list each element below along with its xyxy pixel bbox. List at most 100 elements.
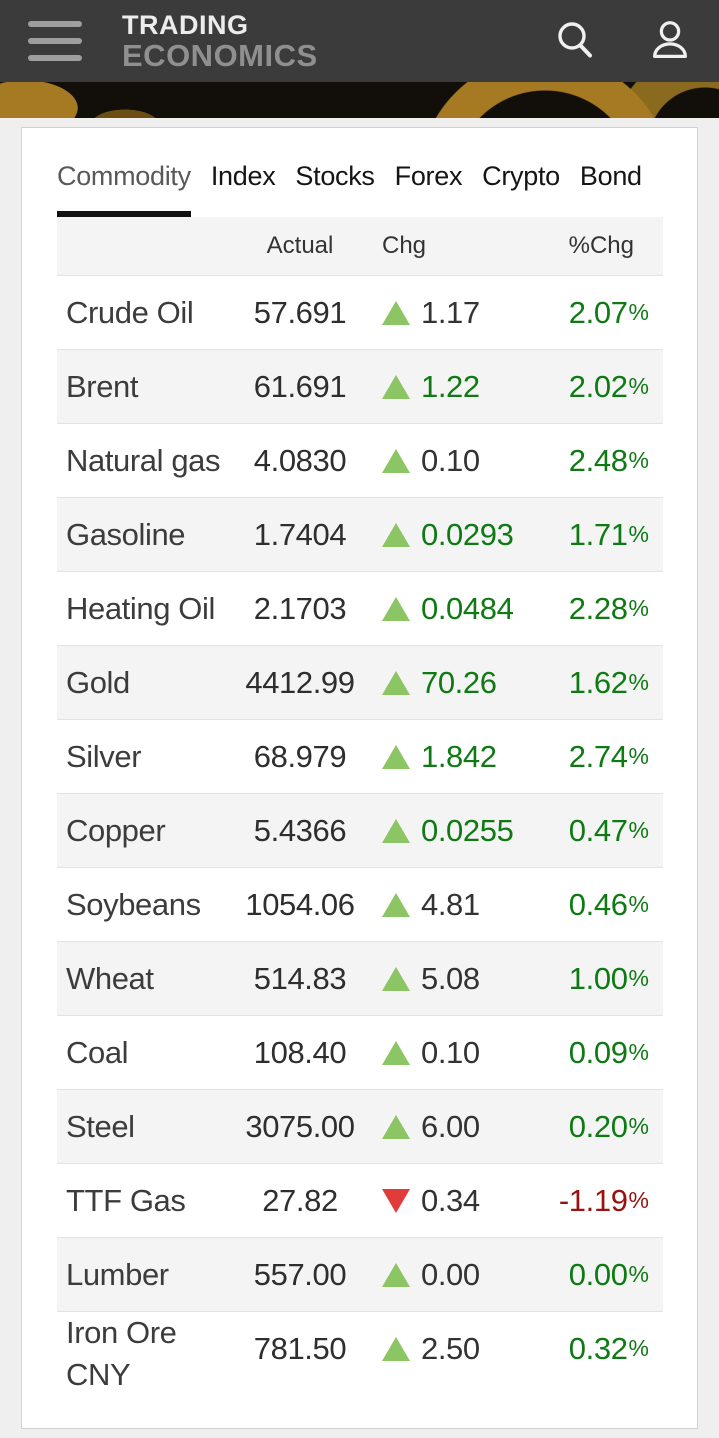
table-row[interactable]: Silver 68.979 1.842 2.74 % [57, 719, 663, 793]
brand-logo[interactable]: TRADING ECONOMICS [122, 11, 318, 73]
header-name-spacer [57, 210, 230, 283]
percent-sign: % [628, 521, 649, 547]
table-row[interactable]: Lumber 557.00 0.00 0.00 % [57, 1237, 663, 1311]
percent-sign: % [628, 1261, 649, 1287]
tab-commodity[interactable]: Commodity [57, 161, 191, 217]
actual-value: 781.50 [253, 1330, 347, 1366]
up-triangle-icon [382, 1040, 410, 1065]
actual-value: 68.979 [253, 738, 347, 774]
up-triangle-icon [382, 744, 410, 769]
commodity-name[interactable]: Wheat [66, 960, 154, 996]
tab-crypto[interactable]: Crypto [482, 161, 560, 191]
market-tabs: Commodity Index Stocks Forex Crypto Bond [57, 161, 663, 217]
percent-sign: % [628, 447, 649, 473]
change-value: 0.0293 [421, 516, 514, 552]
percent-change-value: 1.00 [568, 960, 628, 996]
percent-sign: % [628, 1113, 649, 1139]
table-row[interactable]: TTF Gas 27.82 0.34 -1.19 % [57, 1163, 663, 1237]
change-value: 0.00 [421, 1256, 480, 1292]
tab-bond[interactable]: Bond [579, 161, 642, 191]
commodity-table: Actual Chg %Chg Crude Oil 57.691 1.17 2.… [57, 217, 663, 1396]
markets-card: Commodity Index Stocks Forex Crypto Bond Actu… [21, 127, 698, 1429]
percent-change-value: 1.71 [568, 516, 628, 552]
percent-sign: % [628, 1187, 649, 1213]
hamburger-menu-icon[interactable] [28, 21, 82, 61]
actual-value: 557.00 [253, 1256, 347, 1292]
percent-change-value: 2.02 [568, 368, 628, 404]
percent-sign: % [628, 1039, 649, 1065]
user-account-icon[interactable] [647, 18, 693, 64]
table-row[interactable]: Crude Oil 57.691 1.17 2.07 % [57, 275, 663, 349]
table-body: Crude Oil 57.691 1.17 2.07 % Brent 61.69… [57, 275, 663, 1396]
table-header-row: Actual Chg %Chg [57, 217, 663, 275]
commodity-name[interactable]: Soybeans [66, 886, 201, 922]
change-value: 4.81 [421, 886, 480, 922]
commodity-name[interactable]: Copper [66, 812, 166, 848]
table-row[interactable]: Gasoline 1.7404 0.0293 1.71 % [57, 497, 663, 571]
tab-forex[interactable]: Forex [394, 161, 463, 191]
change-value: 2.50 [421, 1330, 480, 1366]
actual-value: 27.82 [262, 1182, 338, 1218]
table-row[interactable]: Gold 4412.99 70.26 1.62 % [57, 645, 663, 719]
up-triangle-icon [382, 818, 410, 843]
hero-photo-strip [0, 82, 719, 118]
percent-change-value: 2.07 [568, 294, 628, 330]
actual-value: 514.83 [253, 960, 347, 996]
app-bar: TRADING ECONOMICS [0, 0, 719, 82]
table-row[interactable]: Soybeans 1054.06 4.81 0.46 % [57, 867, 663, 941]
table-row[interactable]: Wheat 514.83 5.08 1.00 % [57, 941, 663, 1015]
percent-sign: % [628, 595, 649, 621]
change-value: 0.0255 [421, 812, 514, 848]
table-row[interactable]: Copper 5.4366 0.0255 0.47 % [57, 793, 663, 867]
page-background: Commodity Index Stocks Forex Crypto Bond Actu… [0, 118, 719, 1429]
up-triangle-icon [382, 448, 410, 473]
actual-value: 61.691 [253, 368, 347, 404]
commodity-name[interactable]: Iron Ore CNY [66, 1315, 177, 1392]
commodity-name[interactable]: Crude Oil [66, 294, 194, 330]
change-value: 6.00 [421, 1108, 480, 1144]
commodity-name[interactable]: Brent [66, 368, 139, 404]
brand-line2: ECONOMICS [122, 37, 318, 73]
actual-value: 5.4366 [253, 812, 347, 848]
up-triangle-icon [382, 300, 410, 325]
commodity-name[interactable]: Natural gas [66, 442, 221, 478]
table-row[interactable]: Heating Oil 2.1703 0.0484 2.28 % [57, 571, 663, 645]
up-triangle-icon [382, 1114, 410, 1139]
actual-value: 1.7404 [253, 516, 347, 552]
up-triangle-icon [382, 966, 410, 991]
commodity-name[interactable]: Gold [66, 664, 130, 700]
commodity-name[interactable]: Silver [66, 738, 142, 774]
header-pct: %Chg [568, 232, 634, 259]
commodity-name[interactable]: Coal [66, 1034, 129, 1070]
table-row[interactable]: Coal 108.40 0.10 0.09 % [57, 1015, 663, 1089]
change-value: 0.34 [421, 1182, 480, 1218]
change-value: 0.0484 [421, 590, 514, 626]
table-row[interactable]: Natural gas 4.0830 0.10 2.48 % [57, 423, 663, 497]
percent-sign: % [628, 669, 649, 695]
up-triangle-icon [382, 374, 410, 399]
commodity-name[interactable]: TTF Gas [66, 1182, 186, 1218]
percent-change-value: 0.46 [568, 886, 628, 922]
percent-change-value: 1.62 [568, 664, 628, 700]
up-triangle-icon [382, 522, 410, 547]
table-row[interactable]: Iron Ore CNY 781.50 2.50 0.32 % [57, 1311, 663, 1396]
percent-change-value: 0.00 [568, 1256, 628, 1292]
down-triangle-icon [382, 1188, 410, 1213]
table-row[interactable]: Brent 61.691 1.22 2.02 % [57, 349, 663, 423]
search-icon[interactable] [553, 18, 599, 64]
percent-change-value: 0.20 [568, 1108, 628, 1144]
commodity-name[interactable]: Gasoline [66, 516, 186, 552]
percent-change-value: 0.32 [568, 1330, 628, 1366]
up-triangle-icon [382, 1262, 410, 1287]
percent-change-value: -1.19 [558, 1182, 628, 1218]
table-row[interactable]: Steel 3075.00 6.00 0.20 % [57, 1089, 663, 1163]
hamburger-bar [28, 38, 82, 44]
header-chg: Chg [382, 232, 427, 259]
tab-index[interactable]: Index [210, 161, 276, 191]
tab-stocks[interactable]: Stocks [295, 161, 375, 191]
actual-value: 57.691 [253, 294, 347, 330]
change-value: 0.10 [421, 1034, 480, 1070]
commodity-name[interactable]: Heating Oil [66, 590, 215, 626]
commodity-name[interactable]: Steel [66, 1108, 135, 1144]
commodity-name[interactable]: Lumber [66, 1256, 169, 1292]
